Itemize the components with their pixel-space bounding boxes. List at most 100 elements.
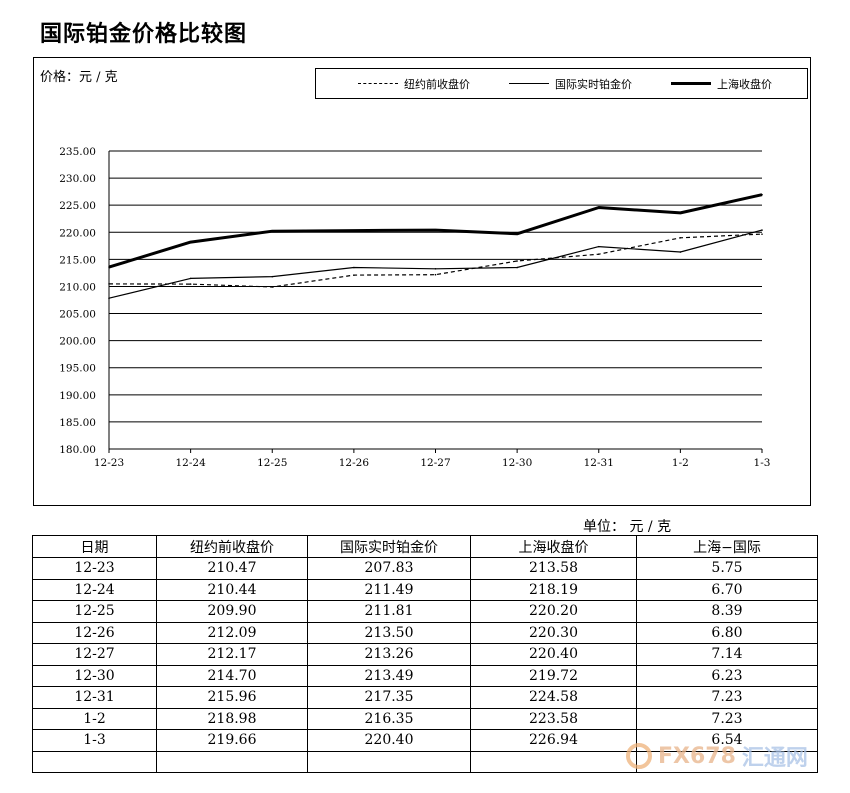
data-point <box>434 229 437 231</box>
table-row <box>32 750 818 773</box>
table-cell: 12-27 <box>32 643 157 666</box>
table-cell: 213.49 <box>307 664 471 687</box>
y-tick-label: 200.00 <box>59 336 96 348</box>
table-row: 12-30 214.70 213.49 219.72 6.23 <box>32 664 818 687</box>
legend-item-ny: 纽约前收盘价 <box>358 69 470 98</box>
table-row: 12-27 212.17 213.26 220.40 7.14 <box>32 643 818 666</box>
x-tick-label: 12-27 <box>420 457 450 469</box>
table-cell: 213.26 <box>307 643 471 666</box>
header-diff: 上海−国际 <box>636 535 818 558</box>
y-tick-label: 215.00 <box>59 254 96 266</box>
table-cell: 12-26 <box>32 621 157 644</box>
data-point <box>434 267 437 270</box>
chart-frame <box>33 57 811 506</box>
data-point <box>761 233 763 235</box>
page-title: 国际铂金价格比较图 <box>40 22 248 47</box>
table-row: 12-23 210.47 207.83 213.58 5.75 <box>32 557 818 580</box>
table-cell: 212.09 <box>156 621 308 644</box>
table-cell: 210.47 <box>156 557 308 580</box>
x-tick-label: 12-23 <box>94 457 124 469</box>
y-tick-label: 210.00 <box>59 281 96 293</box>
y-tick-label: 190.00 <box>59 390 96 402</box>
table-cell: 219.66 <box>156 729 308 752</box>
table-cell <box>307 750 471 773</box>
line-chart: 235.00 230.00 225.00 220.00 215.00 210.00 205.… <box>59 146 771 469</box>
legend-label-intl: 国际实时铂金价 <box>555 77 632 91</box>
header-intl: 国际实时铂金价 <box>307 535 471 558</box>
price-table: 日期 纽约前收盘价 国际实时铂金价 上海收盘价 上海−国际 12-23 210.4… <box>32 535 818 773</box>
data-point <box>597 206 600 209</box>
table-cell <box>156 750 308 773</box>
watermark-brand: FX678 <box>658 743 736 769</box>
y-tick-label: 220.00 <box>59 227 96 239</box>
table-cell: 12-23 <box>32 557 157 580</box>
legend-item-sh: 上海收盘价 <box>671 69 772 98</box>
chart-legend: 纽约前收盘价 国际实时铂金价 上海收盘价 <box>315 68 808 99</box>
table-cell: 220.30 <box>470 621 637 644</box>
table-cell: 12-25 <box>32 600 157 623</box>
table-cell: 220.40 <box>470 643 637 666</box>
table-cell: 214.70 <box>156 664 308 687</box>
table-cell: 224.58 <box>470 686 637 709</box>
table-cell: 7.23 <box>636 686 818 709</box>
data-point <box>271 230 274 232</box>
data-point <box>271 275 274 278</box>
table-cell: 213.50 <box>307 621 471 644</box>
table-cell: 6.70 <box>636 578 818 601</box>
data-point <box>353 229 355 232</box>
data-point <box>189 283 192 285</box>
data-point <box>679 251 682 253</box>
table-row: 1-2 218.98 216.35 223.58 7.23 <box>32 707 818 730</box>
data-point <box>189 277 192 280</box>
data-point <box>108 266 110 268</box>
table-cell: 210.44 <box>156 578 308 601</box>
table-unit-label: 单位： 元 / 克 <box>583 519 672 535</box>
data-point <box>353 274 355 276</box>
data-point <box>679 212 682 214</box>
table-cell: 207.83 <box>307 557 471 580</box>
y-tick-label: 205.00 <box>59 309 96 321</box>
y-tick-label: 195.00 <box>59 363 96 375</box>
table-cell: 12-31 <box>32 686 157 709</box>
y-tick-label: 230.00 <box>59 173 96 185</box>
data-point <box>434 273 437 276</box>
legend-label-sh: 上海收盘价 <box>717 77 772 91</box>
table-cell: 211.49 <box>307 578 471 601</box>
table-cell: 7.14 <box>636 643 818 666</box>
data-point <box>761 229 763 231</box>
table-cell: 12-30 <box>32 664 157 687</box>
data-point <box>516 266 518 269</box>
y-axis-label: 价格：元 / 克 <box>40 70 118 85</box>
table-cell: 217.35 <box>307 686 471 709</box>
data-point <box>761 193 763 196</box>
table-row: 12-31 215.96 217.35 224.58 7.23 <box>32 686 818 709</box>
data-point <box>679 236 682 239</box>
legend-label-ny: 纽约前收盘价 <box>404 77 470 91</box>
table-cell: 218.98 <box>156 707 308 730</box>
legend-swatch-thick <box>671 82 711 85</box>
header-ny: 纽约前收盘价 <box>156 535 308 558</box>
table-cell: 6.80 <box>636 621 818 644</box>
y-tick-label: 185.00 <box>59 417 96 429</box>
x-tick-label: 12-31 <box>584 457 614 469</box>
table-cell: 1-2 <box>32 707 157 730</box>
data-point <box>271 286 274 288</box>
table-cell: 215.96 <box>156 686 308 709</box>
table-cell: 7.23 <box>636 707 818 730</box>
table-cell: 6.23 <box>636 664 818 687</box>
data-point <box>597 253 600 255</box>
legend-swatch-thin <box>509 83 549 84</box>
x-tick-label: 12-26 <box>339 457 370 469</box>
table-cell: 220.20 <box>470 600 637 623</box>
data-point <box>108 297 110 300</box>
fx678-logo-icon <box>626 743 652 769</box>
table-cell: 216.35 <box>307 707 471 730</box>
data-point <box>516 232 518 235</box>
x-tick-label: 12-24 <box>175 457 206 469</box>
table-cell: 211.81 <box>307 600 471 623</box>
watermark: FX678 汇通网 <box>626 740 808 772</box>
header-sh: 上海收盘价 <box>470 535 637 558</box>
x-tick-label: 1-3 <box>754 457 771 469</box>
table-cell: 8.39 <box>636 600 818 623</box>
header-date: 日期 <box>32 535 157 558</box>
